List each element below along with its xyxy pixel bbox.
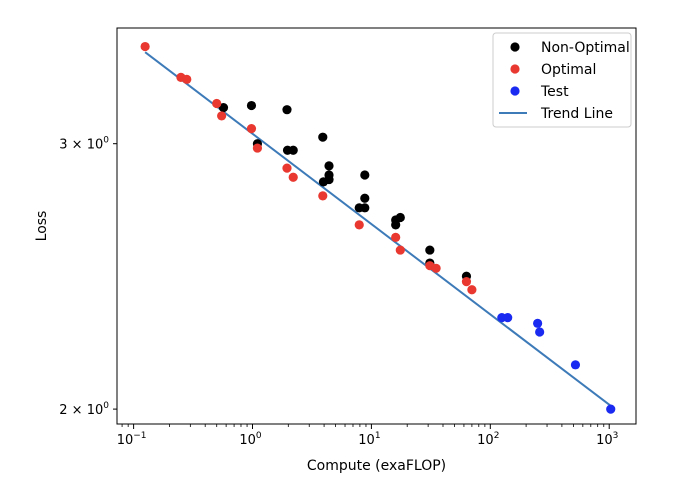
legend-label-2: Test [540, 84, 569, 100]
data-point-non-optimal-5 [288, 145, 298, 155]
legend-box [492, 32, 632, 128]
data-point-optimal-10 [354, 220, 364, 230]
data-point-optimal-15 [461, 277, 472, 287]
data-point-test-5 [606, 404, 616, 414]
y-tick-label-1: 3 × 100 [59, 136, 109, 153]
data-point-optimal-16 [467, 285, 477, 295]
data-point-test-3 [535, 327, 545, 337]
data-point-non-optimal-6 [318, 132, 328, 142]
x-tick-label-2: 101 [358, 431, 380, 448]
data-point-optimal-8 [288, 172, 298, 182]
data-point-optimal-7 [282, 163, 292, 173]
data-point-test-4 [570, 360, 581, 370]
plot-frame [116, 27, 637, 425]
legend-marker-2 [510, 86, 520, 96]
legend-marker-1 [510, 64, 520, 74]
chart-legend: Non-Optimal Optimal Test Trend Line [492, 32, 632, 128]
data-point-non-optimal-12 [360, 193, 370, 203]
data-point-optimal-2 [182, 74, 192, 84]
legend-label-0: Non-Optimal [541, 40, 630, 56]
x-tick-label-4: 103 [596, 431, 618, 448]
data-point-optimal-14 [431, 263, 441, 273]
data-point-optimal-11 [391, 232, 401, 242]
legend-marker-0 [510, 42, 520, 52]
legend-label-3: Trend Line [540, 106, 613, 122]
x-tick-label-1: 100 [239, 431, 262, 448]
data-point-optimal-6 [252, 143, 263, 153]
data-points-layer [140, 41, 616, 414]
data-point-optimal-4 [217, 111, 227, 121]
data-point-optimal-12 [395, 245, 405, 255]
data-point-non-optimal-10 [318, 177, 329, 187]
data-point-non-optimal-18 [425, 245, 435, 255]
x-axis-label: Compute (exaFLOP) [307, 458, 446, 474]
y-axis-label: Loss [34, 211, 50, 242]
data-point-optimal-3 [212, 98, 222, 109]
data-point-non-optimal-1 [246, 100, 257, 111]
axis-ticks: 10−1 100 101 102 103 2 × 100 3 × 100 [59, 136, 618, 448]
data-point-non-optimal-16 [391, 220, 401, 230]
x-tick-label-0: 10−1 [117, 431, 147, 448]
data-point-non-optimal-7 [324, 161, 334, 171]
x-tick-label-3: 102 [477, 431, 499, 448]
data-point-non-optimal-14 [360, 203, 370, 213]
data-point-non-optimal-3 [282, 105, 292, 115]
data-point-non-optimal-0 [218, 103, 229, 113]
legend-label-1: Optimal [541, 62, 596, 78]
data-point-test-2 [533, 318, 543, 328]
data-point-test-1 [503, 313, 513, 323]
data-point-optimal-9 [318, 191, 328, 201]
data-point-optimal-0 [140, 41, 150, 52]
data-point-optimal-5 [246, 123, 257, 134]
data-point-non-optimal-11 [360, 170, 370, 180]
y-tick-label-0: 2 × 100 [59, 401, 109, 418]
data-point-non-optimal-17 [395, 212, 405, 223]
